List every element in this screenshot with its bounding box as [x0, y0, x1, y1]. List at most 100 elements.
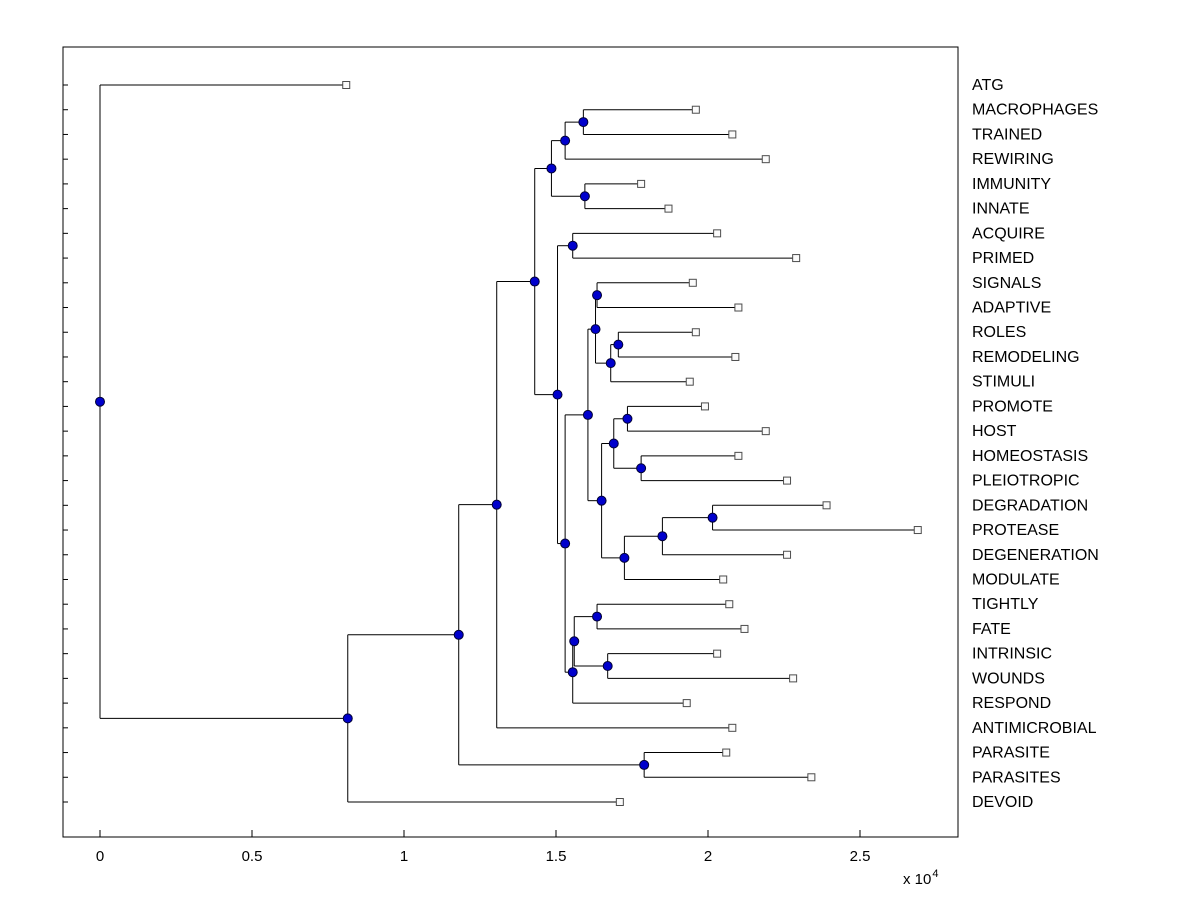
internal-node-marker — [636, 463, 647, 474]
leaf-label: DEVOID — [972, 794, 1033, 811]
leaf-label: PARASITE — [972, 745, 1050, 762]
leaf-marker — [719, 575, 728, 584]
leaf-marker — [728, 723, 737, 732]
leaf-marker — [722, 748, 731, 757]
leaf-marker — [615, 798, 624, 806]
leaf-marker — [691, 328, 700, 337]
leaf-label: REWIRING — [972, 151, 1054, 168]
internal-node-marker — [579, 191, 590, 202]
leaf-label: TIGHTLY — [972, 596, 1039, 613]
internal-node-marker — [529, 276, 540, 287]
leaf-marker — [807, 773, 816, 782]
x-tick-label: 1 — [400, 848, 408, 865]
leaf-marker — [783, 550, 792, 559]
x-tick-label: 2.5 — [850, 848, 871, 865]
leaf-label: TRAINED — [972, 126, 1042, 143]
leaf-marker — [700, 402, 709, 411]
internal-node-marker — [546, 163, 557, 174]
leaf-marker — [691, 105, 700, 114]
leaf-label: ATG — [972, 77, 1004, 94]
leaf-label: INTRINSIC — [972, 646, 1052, 663]
leaf-marker — [734, 451, 743, 460]
leaf-marker — [685, 377, 694, 386]
x-tick-label: 0.5 — [242, 848, 263, 865]
leaf-label: DEGENERATION — [972, 547, 1099, 564]
leaf-marker — [728, 130, 737, 139]
internal-node-marker — [590, 324, 601, 335]
internal-node-marker — [657, 531, 668, 542]
leaf-label: SIGNALS — [972, 275, 1041, 292]
x-tick-label: 1.5 — [546, 848, 567, 865]
internal-node-marker — [619, 552, 630, 563]
leaf-marker — [725, 600, 734, 609]
leaf-label: RESPOND — [972, 695, 1051, 712]
leaf-marker — [783, 476, 792, 485]
internal-node-marker — [639, 759, 650, 770]
leaf-marker — [713, 229, 722, 238]
internal-node-marker — [707, 512, 718, 523]
leaf-marker — [740, 624, 749, 633]
internal-node-marker — [605, 358, 616, 369]
axis-exponent-label: x 104 — [903, 868, 939, 888]
leaf-marker — [637, 179, 646, 188]
leaf-label: ADAPTIVE — [972, 300, 1051, 317]
leaf-label: HOST — [972, 423, 1017, 440]
leaf-marker — [664, 204, 673, 213]
x-tick-label: 2 — [704, 848, 712, 865]
leaf-marker — [913, 526, 922, 535]
internal-node-marker — [608, 438, 619, 449]
leaf-marker — [789, 674, 798, 683]
internal-node-marker — [491, 499, 502, 510]
leaf-label: MODULATE — [972, 571, 1060, 588]
leaf-marker — [792, 254, 801, 263]
internal-node-marker — [582, 409, 593, 420]
internal-node-marker — [342, 713, 353, 724]
leaf-marker — [734, 303, 743, 312]
leaf-label: DEGRADATION — [972, 497, 1088, 514]
leaf-label: ANTIMICROBIAL — [972, 720, 1097, 737]
leaf-label: REMODELING — [972, 349, 1080, 366]
internal-node-marker — [578, 117, 589, 128]
internal-node-marker — [453, 629, 464, 640]
leaf-marker — [713, 649, 722, 658]
internal-node-marker — [602, 661, 613, 672]
leaf-label: ACQUIRE — [972, 225, 1045, 242]
leaf-label: MACROPHAGES — [972, 102, 1098, 119]
leaf-label: HOMEOSTASIS — [972, 448, 1088, 465]
leaf-marker — [822, 501, 831, 510]
axis-exponent-prefix: x 10 — [903, 871, 932, 888]
leaf-marker — [688, 278, 697, 287]
internal-node-marker — [95, 396, 105, 407]
leaf-marker — [761, 155, 770, 164]
leaf-marker — [731, 352, 740, 361]
internal-node-marker — [569, 636, 580, 647]
axis-exponent-power: 4 — [932, 868, 939, 880]
internal-node-marker — [567, 240, 578, 251]
leaf-label: INNATE — [972, 201, 1029, 218]
internal-node-marker — [613, 339, 624, 350]
internal-node-marker — [592, 611, 603, 622]
internal-node-marker — [596, 495, 607, 506]
internal-node-marker — [567, 667, 578, 678]
leaf-label: WOUNDS — [972, 670, 1045, 687]
leaf-label: PROTEASE — [972, 522, 1059, 539]
leaf-label: FATE — [972, 621, 1011, 638]
leaf-label: PLEIOTROPIC — [972, 473, 1080, 490]
internal-node-marker — [592, 290, 603, 301]
leaf-label: ROLES — [972, 324, 1026, 341]
internal-node-marker — [560, 135, 571, 146]
x-tick-label: 0 — [96, 848, 104, 865]
leaf-marker — [682, 699, 691, 708]
leaf-label: IMMUNITY — [972, 176, 1051, 193]
leaf-label: STIMULI — [972, 374, 1035, 391]
internal-node-marker — [560, 538, 571, 549]
leaf-marker — [342, 81, 351, 89]
leaf-marker — [761, 427, 770, 436]
leaf-label: PARASITES — [972, 769, 1061, 786]
leaf-label: PROMOTE — [972, 398, 1053, 415]
internal-node-marker — [552, 389, 563, 400]
internal-node-marker — [622, 413, 633, 424]
axes-box — [62, 46, 959, 838]
